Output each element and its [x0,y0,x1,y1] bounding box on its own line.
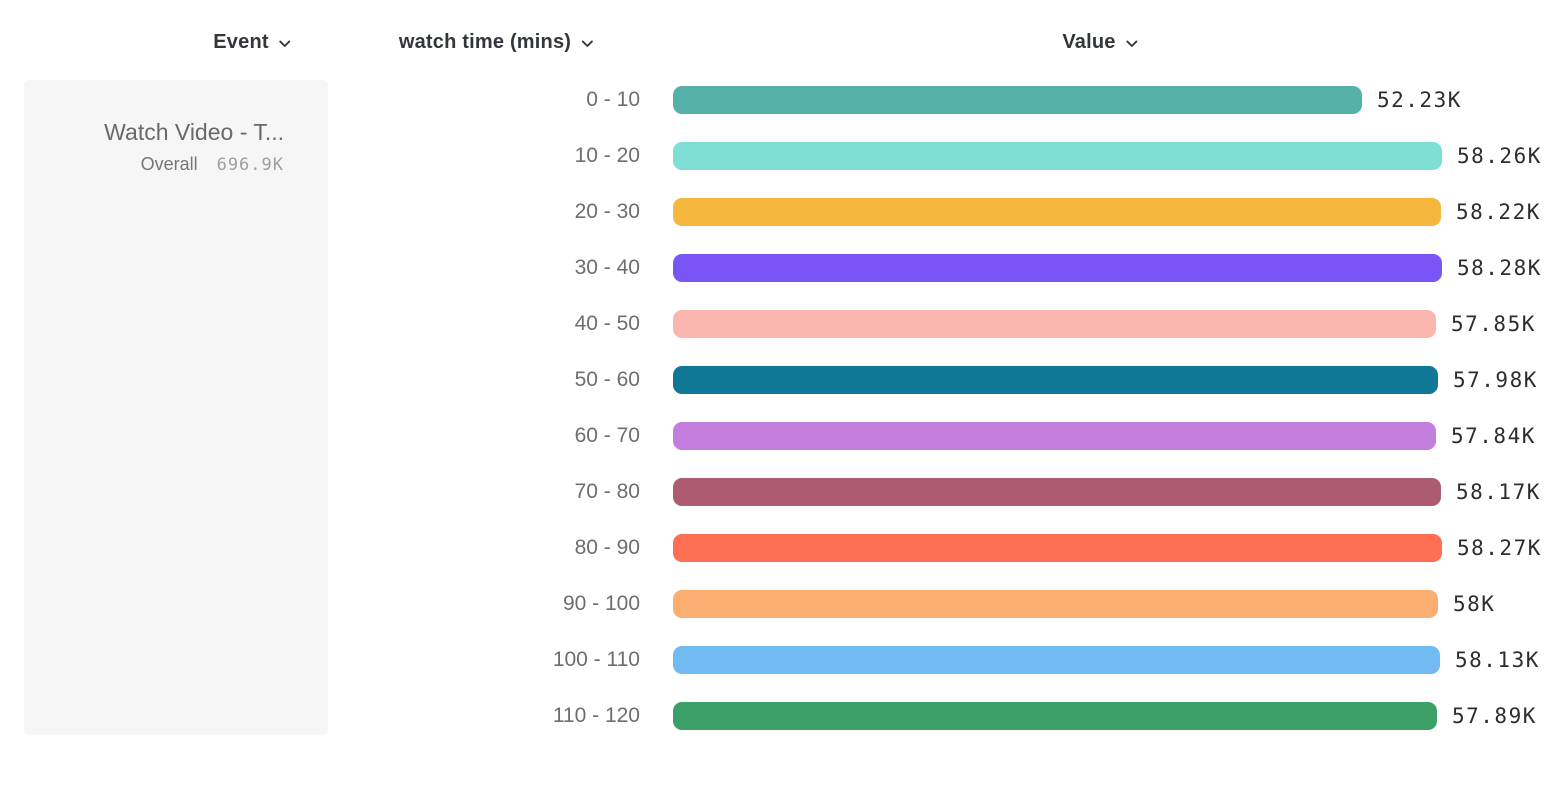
bar[interactable] [673,254,1442,282]
bar-category-label: 100 - 110 [552,648,640,671]
bar-value-label: 58.17K [1456,480,1541,504]
chevron-down-icon [1126,40,1138,47]
bar-chart-row: 80 - 90 58.27K [0,520,1568,576]
bar-value-label: 58.27K [1457,536,1542,560]
bar-chart-row: 90 - 100 58K [0,576,1568,632]
chevron-down-icon [279,40,291,47]
column-header-event[interactable]: Event [213,28,292,56]
bar-category-label: 10 - 20 [574,144,640,167]
bar-chart-row: 0 - 10 52.23K [0,72,1568,128]
bar-chart-row: 50 - 60 57.98K [0,352,1568,408]
bar[interactable] [673,702,1437,730]
bar-chart-row: 100 - 110 58.13K [0,632,1568,688]
bar-category-label: 30 - 40 [574,256,640,279]
bar[interactable] [673,422,1436,450]
column-header-breakdown[interactable]: watch time (mins) [399,28,595,56]
bar-chart-row: 20 - 30 58.22K [0,184,1568,240]
bar-category-label: 110 - 120 [552,704,640,727]
bar-value-label: 58.13K [1455,648,1540,672]
bar-category-label: 60 - 70 [574,424,640,447]
bar-chart-row: 60 - 70 57.84K [0,408,1568,464]
chevron-down-icon [582,40,594,47]
event-overall-row: Overall 696.9K [44,154,284,175]
column-header-value[interactable]: Value [1062,28,1139,56]
bar-category-label: 50 - 60 [574,368,640,391]
bar[interactable] [673,366,1438,394]
bar-value-label: 58.26K [1457,144,1542,168]
overall-label: Overall [140,154,198,174]
bar-value-label: 57.89K [1452,704,1537,728]
bar-chart-row: 40 - 50 57.85K [0,296,1568,352]
bar[interactable] [673,646,1440,674]
column-header-value-label: Value [1062,30,1116,53]
bar-chart: 0 - 10 52.23K 10 - 20 58.26K 20 - 30 58.… [0,72,1568,744]
bar[interactable] [673,478,1441,506]
bar-value-label: 57.84K [1451,424,1536,448]
bar-category-label: 90 - 100 [562,592,640,615]
bar[interactable] [673,534,1442,562]
bar-value-label: 57.85K [1451,312,1536,336]
bar-value-label: 58.28K [1457,256,1542,280]
overall-value: 696.9K [216,155,284,175]
bar-category-label: 20 - 30 [574,200,640,223]
bar-value-label: 57.98K [1453,368,1538,392]
column-header-event-label: Event [213,30,269,53]
event-card[interactable]: Watch Video - T... Overall 696.9K [24,80,328,735]
bar-category-label: 40 - 50 [574,312,640,335]
bar-value-label: 58.22K [1456,200,1541,224]
bar[interactable] [673,310,1436,338]
bar-chart-row: 110 - 120 57.89K [0,688,1568,744]
bar-chart-row: 10 - 20 58.26K [0,128,1568,184]
bar[interactable] [673,86,1362,114]
bar-category-label: 80 - 90 [574,536,640,559]
bar-value-label: 58K [1453,592,1496,616]
event-title: Watch Video - T... [104,119,284,145]
bar[interactable] [673,590,1438,618]
bar-chart-row: 30 - 40 58.28K [0,240,1568,296]
bar-chart-row: 70 - 80 58.17K [0,464,1568,520]
bar-category-label: 0 - 10 [586,88,640,111]
bar-category-label: 70 - 80 [574,480,640,503]
bar-value-label: 52.23K [1377,88,1462,112]
bar[interactable] [673,198,1441,226]
event-card-content: Watch Video - T... Overall 696.9K [44,117,284,175]
column-header-breakdown-label: watch time (mins) [398,30,572,53]
bar[interactable] [673,142,1442,170]
